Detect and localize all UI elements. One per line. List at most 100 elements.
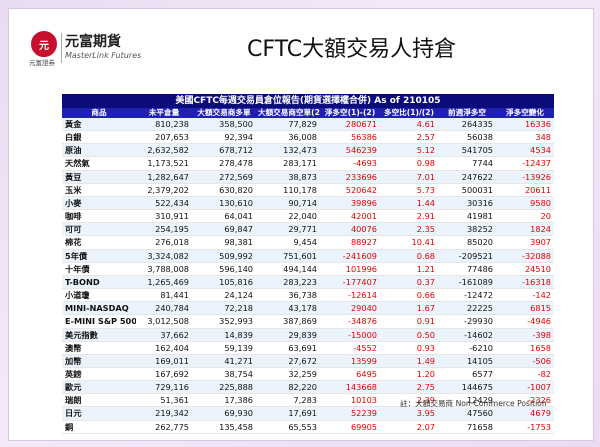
table-cell: 22,040 — [256, 209, 320, 224]
table-cell: 0.93 — [380, 341, 438, 355]
table-row: E-MINI S&P 500 3,012,508 352,993 387,869 -34… — [62, 314, 554, 329]
table-cell: 42001 — [320, 209, 380, 224]
table-cell: 22225 — [438, 301, 496, 316]
table-cell: -12614 — [320, 288, 380, 303]
table-cell: 541705 — [438, 143, 496, 158]
table-cell: 90,714 — [256, 196, 320, 211]
table-row: 英鎊 167,692 38,754 32,259 6495 1.20 6577 -82 — [62, 367, 554, 382]
commodity-name: 玉米 — [62, 183, 136, 197]
table-cell: 7744 — [438, 156, 496, 171]
table-cell: 51,361 — [136, 393, 192, 408]
table-cell: 29,839 — [256, 328, 320, 342]
column-header: 商品 — [62, 108, 136, 118]
table-cell: 4679 — [496, 406, 554, 421]
table-cell: 596,140 — [192, 262, 256, 276]
table-cell: 59,139 — [192, 341, 256, 355]
column-header: 大額交易商空單(2) — [256, 108, 320, 118]
table-row: 澳幣 162,404 59,139 63,691 -4552 0.93 -6210 1658 — [62, 341, 554, 355]
table-cell: 32,259 — [256, 367, 320, 382]
commodity-name: 小麥 — [62, 196, 136, 211]
table-cell: 7.01 — [380, 170, 438, 184]
table-cell: 207,653 — [136, 130, 192, 145]
table-body: 黃金 810,238 358,500 77,829 280671 4.61 264335 16… — [62, 118, 554, 434]
table-cell: -177407 — [320, 275, 380, 290]
footnote: 註：大額交易商 Non-Commerce Position — [400, 399, 547, 408]
table-cell: 24510 — [496, 262, 554, 276]
table-cell: 2.07 — [380, 420, 438, 434]
commodity-name: 日元 — [62, 406, 136, 421]
commodity-name: 澳幣 — [62, 341, 136, 355]
table-title: 美國CFTC每週交易員倉位報告(期貨選擇權合併) As of 210105 — [62, 94, 554, 108]
table-cell: 38,873 — [256, 170, 320, 184]
table-cell: 5.12 — [380, 143, 438, 158]
table-cell: 4.61 — [380, 118, 438, 132]
table-cell: 283,223 — [256, 275, 320, 290]
table-cell: 509,992 — [192, 249, 256, 263]
cftc-positions-table: 商品 未平倉量 大額交易商多單 大額交易商空單(2) 淨多空(1)-(2) 多空比(1)/… — [62, 108, 554, 434]
table-cell: 36,738 — [256, 288, 320, 303]
table-row: 日元 219,342 69,930 17,691 52239 3.95 47560 4679 — [62, 406, 554, 421]
table-cell: -209521 — [438, 249, 496, 263]
table-cell: -2326 — [496, 393, 554, 408]
table-cell: 56038 — [438, 130, 496, 145]
table-cell: 520642 — [320, 183, 380, 197]
table-cell: 135,458 — [192, 420, 256, 434]
table-cell: 2.75 — [380, 380, 438, 395]
table-cell: 20 — [496, 209, 554, 224]
commodity-name: 5年債 — [62, 249, 136, 263]
table-cell: 225,888 — [192, 380, 256, 395]
table-cell: 92,394 — [192, 130, 256, 145]
commodity-name: E-MINI S&P 500 — [62, 314, 136, 329]
table-cell: -34876 — [320, 314, 380, 329]
table-cell: 0.50 — [380, 328, 438, 342]
table-cell: 69,847 — [192, 222, 256, 237]
table-cell: 29,771 — [256, 222, 320, 237]
table-cell: -15000 — [320, 328, 380, 342]
table-cell: 729,116 — [136, 380, 192, 395]
commodity-name: MINI-NASDAQ — [62, 301, 136, 316]
table-cell: -16318 — [496, 275, 554, 290]
table-row: 5年債 3,324,082 509,992 751,601 -241609 0.68 -20… — [62, 249, 554, 263]
table-cell: 85020 — [438, 235, 496, 250]
table-row: 玉米 2,379,202 630,820 110,178 520642 5.73 50003… — [62, 183, 554, 197]
table-cell: 30316 — [438, 196, 496, 211]
table-cell: 6815 — [496, 301, 554, 316]
table-cell: 72,218 — [192, 301, 256, 316]
commodity-name: 原油 — [62, 143, 136, 158]
table-cell: 71658 — [438, 420, 496, 434]
table-cell: 77,829 — [256, 118, 320, 132]
table-cell: 39896 — [320, 196, 380, 211]
commodity-name: 銅 — [62, 420, 136, 434]
table-header-row: 商品 未平倉量 大額交易商多單 大額交易商空單(2) 淨多空(1)-(2) 多空比(1)/… — [62, 108, 554, 118]
table-cell: 56386 — [320, 130, 380, 145]
commodity-name: 英鎊 — [62, 367, 136, 382]
table-cell: 10103 — [320, 393, 380, 408]
table-cell: -14602 — [438, 328, 496, 342]
table-cell: 132,473 — [256, 143, 320, 158]
table-cell: 88927 — [320, 235, 380, 250]
table-cell: 280671 — [320, 118, 380, 132]
table-cell: 4534 — [496, 143, 554, 158]
table-cell: -6210 — [438, 341, 496, 355]
table-row: 瑞朗 51,361 17,386 7,283 10103 2.39 12429 -2326 — [62, 393, 554, 408]
table-cell: 81,441 — [136, 288, 192, 303]
table-cell: 0.66 — [380, 288, 438, 303]
column-header: 多空比(1)/(2) — [380, 108, 438, 118]
table-cell: 254,195 — [136, 222, 192, 237]
table-cell: 751,601 — [256, 249, 320, 263]
table-cell: 130,610 — [192, 196, 256, 211]
table-cell: 13599 — [320, 354, 380, 368]
table-cell: 105,816 — [192, 275, 256, 290]
table-cell: 240,784 — [136, 301, 192, 316]
table-cell: 387,869 — [256, 314, 320, 329]
table-cell: 7,283 — [256, 393, 320, 408]
commodity-name: 十年債 — [62, 262, 136, 276]
column-header: 未平倉量 — [136, 108, 192, 118]
masterlink-logo: 元 元富證券 元富期貨 MasterLink Futures — [29, 31, 181, 67]
table-cell: 3.95 — [380, 406, 438, 421]
commodity-name: 黃金 — [62, 118, 136, 132]
table-row: 歐元 729,116 225,888 82,220 143668 2.75 144675 -1… — [62, 380, 554, 395]
table-row: 十年債 3,788,008 596,140 494,144 101996 1.21 7748… — [62, 262, 554, 276]
table-cell: 65,553 — [256, 420, 320, 434]
table-cell: 1.21 — [380, 262, 438, 276]
